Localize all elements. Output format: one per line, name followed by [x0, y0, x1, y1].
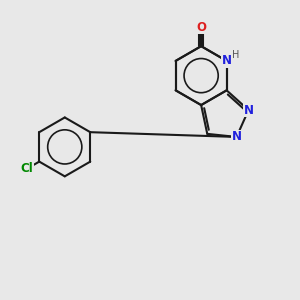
- Text: O: O: [196, 20, 206, 34]
- Text: Cl: Cl: [21, 162, 34, 175]
- Text: H: H: [232, 50, 240, 61]
- Text: N: N: [244, 103, 254, 116]
- Text: N: N: [232, 130, 242, 143]
- Text: N: N: [222, 54, 232, 68]
